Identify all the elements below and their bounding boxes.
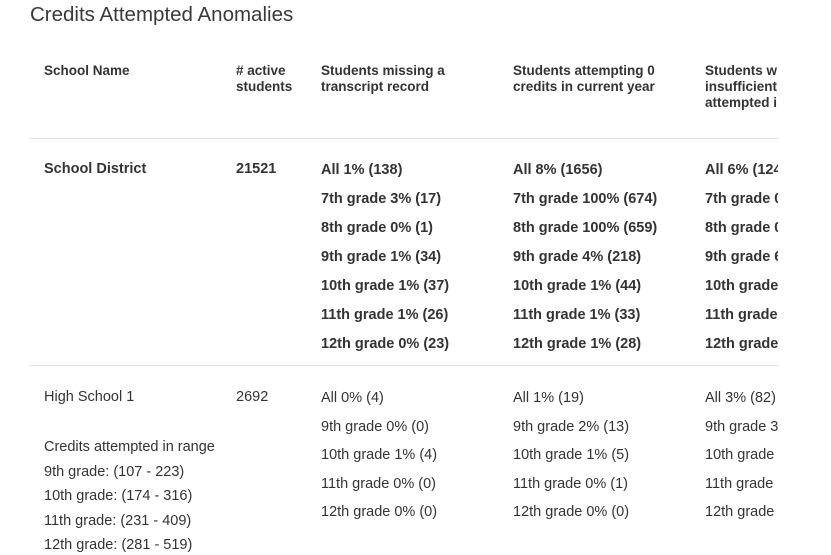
list-item: 11th grade 0% (1)	[513, 475, 628, 492]
header-line: Students attempting 0	[513, 63, 655, 78]
range-item: 10th grade: (174 - 316)	[44, 488, 193, 504]
zero-credits-list: All 1% (19) 9th grade 2% (13) 10th grade…	[513, 389, 629, 532]
school-name-cell: School District	[44, 161, 147, 177]
header-line: Students missing a	[321, 63, 445, 78]
range-item: 11th grade: (231 - 409)	[44, 512, 192, 529]
list-item: 12th grade	[705, 504, 775, 520]
range-item: 9th grade: (107 - 223)	[44, 463, 185, 480]
row-divider	[30, 365, 778, 366]
list-item: 7th grade 100% (674)	[513, 191, 658, 207]
anomalies-table-viewport[interactable]: School Name # active students Students m…	[30, 0, 778, 555]
header-zero-credits: Students attempting 0 credits in current…	[513, 63, 655, 95]
header-line: Students w	[705, 63, 778, 78]
list-item: All 6% (124	[705, 162, 778, 178]
header-line: credits in current year	[513, 79, 655, 94]
list-item: 11th grade	[705, 475, 774, 492]
header-insufficient-credits: Students w insufficient attempted i	[705, 63, 777, 111]
list-item: 11th grade	[705, 307, 778, 323]
header-line: insufficient	[705, 79, 778, 94]
page-title: Credits Attempted Anomalies	[30, 3, 294, 26]
list-item: 9th grade 2% (13)	[513, 418, 630, 435]
list-item: 9th grade 1% (34)	[321, 249, 442, 265]
list-item: 8th grade 100% (659)	[513, 220, 658, 236]
header-line: students	[236, 79, 293, 94]
list-item: 7th grade 0	[705, 191, 778, 207]
header-line: attempted i	[705, 95, 778, 110]
list-item: 8th grade 0% (1)	[321, 220, 433, 236]
list-item: All 8% (1656)	[513, 162, 603, 178]
list-item: 11th grade 1% (26)	[321, 307, 449, 323]
list-item: 9th grade 3	[705, 418, 778, 435]
insufficient-credits-list: All 6% (124 7th grade 0 8th grade 0 9th …	[705, 161, 778, 364]
header-line: School Name	[44, 63, 130, 78]
range-label: Credits attempted in range	[44, 439, 215, 455]
header-line: transcript record	[321, 79, 430, 94]
header-school-name: School Name	[44, 63, 130, 79]
list-item: 11th grade 1% (33)	[513, 307, 641, 323]
list-item: 9th grade 0% (0)	[321, 418, 430, 435]
list-item: 9th grade 4% (218)	[513, 249, 642, 265]
zero-credits-list: All 8% (1656) 7th grade 100% (674) 8th g…	[513, 161, 657, 364]
header-active-students: # active students	[236, 63, 292, 95]
list-item: 9th grade 6	[705, 249, 778, 265]
header-missing-transcript: Students missing a transcript record	[321, 63, 445, 95]
list-item: 12th grade 1% (28)	[513, 336, 642, 352]
list-item: All 1% (138)	[321, 162, 403, 178]
list-item: All 0% (4)	[321, 390, 384, 406]
active-students-cell: 21521	[236, 161, 277, 177]
list-item: 12th grade	[705, 336, 778, 352]
insufficient-credits-list: All 3% (82) 9th grade 3 10th grade 11th …	[705, 389, 778, 532]
school-name-cell: High School 1	[44, 389, 135, 405]
list-item: All 3% (82)	[705, 390, 776, 406]
header-divider	[30, 138, 778, 139]
credit-range-block: Credits attempted in range 9th grade: (1…	[44, 435, 215, 555]
list-item: 10th grade 1% (44)	[513, 278, 642, 294]
missing-transcript-list: All 1% (138) 7th grade 3% (17) 8th grade…	[321, 161, 449, 364]
anomalies-table: School Name # active students Students m…	[30, 0, 778, 555]
list-item: 10th grade 1% (4)	[321, 447, 438, 463]
list-item: 10th grade	[705, 447, 775, 463]
list-item: 11th grade 0% (0)	[321, 475, 436, 492]
list-item: 12th grade 0% (0)	[513, 504, 630, 520]
list-item: 7th grade 3% (17)	[321, 191, 442, 207]
missing-transcript-list: All 0% (4) 9th grade 0% (0) 10th grade 1…	[321, 389, 437, 532]
list-item: 10th grade 1% (5)	[513, 447, 630, 463]
list-item: All 1% (19)	[513, 390, 584, 406]
active-students-cell: 2692	[236, 389, 269, 405]
list-item: 10th grade	[705, 278, 778, 294]
list-item: 10th grade 1% (37)	[321, 278, 450, 294]
list-item: 8th grade 0	[705, 220, 778, 236]
range-item: 12th grade: (281 - 519)	[44, 537, 193, 553]
list-item: 12th grade 0% (0)	[321, 504, 438, 520]
header-line: # active	[236, 63, 286, 78]
list-item: 12th grade 0% (23)	[321, 336, 450, 352]
